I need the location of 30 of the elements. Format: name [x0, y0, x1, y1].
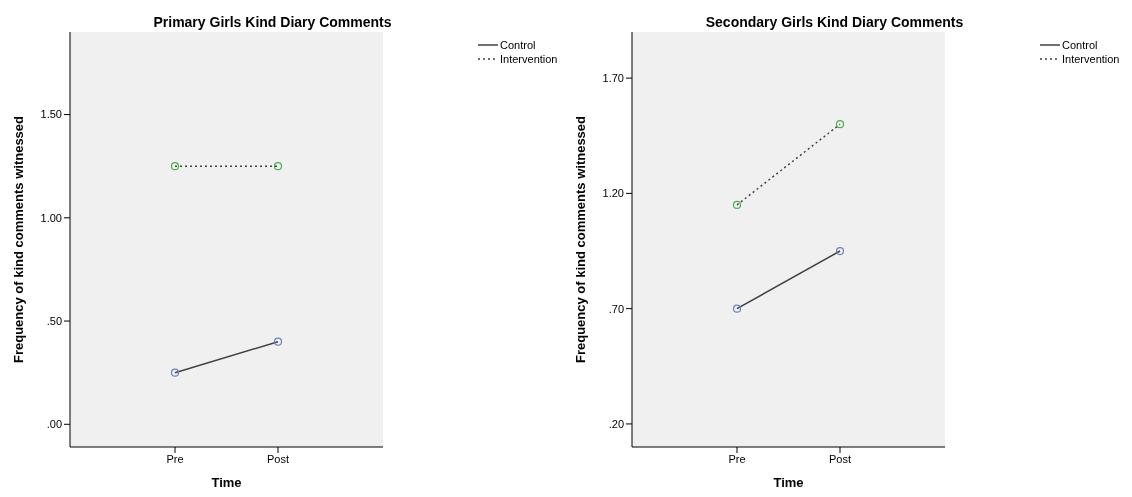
- point: [273, 162, 283, 171]
- point: [732, 304, 742, 313]
- y-tick-label: 1.20: [602, 187, 624, 200]
- point: [835, 120, 845, 129]
- legend-label: Control: [1062, 39, 1098, 51]
- y-tick-label: .50: [46, 314, 62, 327]
- y-tick-label: .20: [608, 417, 624, 430]
- y-tick-label: 1.70: [602, 72, 624, 85]
- x-axis-title: Time: [211, 475, 242, 490]
- chart-title: Primary Girls Kind Diary Comments: [152, 14, 393, 30]
- y-tick-label: .70: [608, 302, 624, 315]
- x-axis-title: Time: [773, 475, 804, 490]
- point: [732, 200, 742, 210]
- chart-title: Secondary Girls Kind Diary Comments: [704, 14, 965, 30]
- point: [273, 337, 283, 346]
- x-tick-label: Post: [266, 452, 290, 465]
- x-tick-label: Pre: [728, 452, 746, 465]
- x-tick-label: Post: [828, 452, 852, 465]
- point: [835, 246, 845, 256]
- x-tick-label: Pre: [166, 452, 184, 465]
- point: [170, 162, 180, 171]
- y-tick-label: .00: [46, 418, 62, 431]
- y-axis-title: Frequency of kind comments witnessed: [572, 115, 588, 364]
- legend-label: Intervention: [500, 53, 558, 65]
- y-axis-title: Frequency of kind comments witnessed: [10, 115, 26, 364]
- point: [170, 368, 180, 377]
- y-tick-label: 1.50: [40, 108, 62, 121]
- y-tick-label: 1.00: [40, 211, 62, 224]
- legend-label: Control: [500, 39, 536, 51]
- legend-label: Intervention: [1062, 53, 1120, 65]
